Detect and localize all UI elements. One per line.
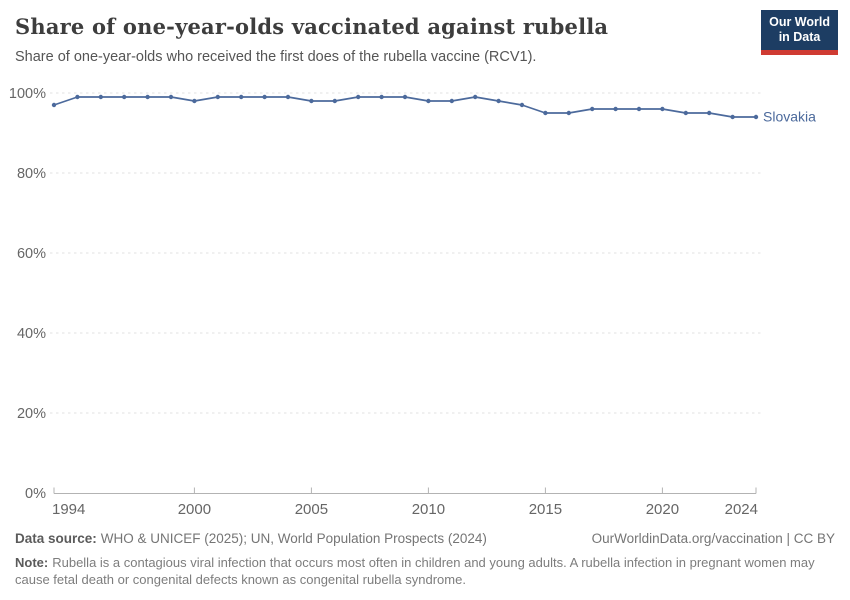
data-point[interactable]: [566, 110, 571, 116]
slovakia-line[interactable]: [53, 96, 757, 118]
data-point[interactable]: [262, 94, 267, 100]
data-point[interactable]: [660, 106, 665, 112]
page-title: Share of one-year-olds vaccinated agains…: [15, 14, 609, 39]
note-label: Note:: [15, 555, 49, 570]
series-end-label[interactable]: Slovakia: [763, 109, 816, 125]
data-point[interactable]: [519, 102, 525, 108]
data-source-text: WHO & UNICEF (2025); UN, World Populatio…: [100, 531, 487, 546]
x-axis-tick-label: 2000: [178, 501, 211, 518]
data-point[interactable]: [145, 94, 150, 100]
data-point[interactable]: [496, 98, 501, 104]
chart-header: Share of one-year-olds vaccinated agains…: [15, 14, 835, 65]
data-point[interactable]: [636, 106, 642, 112]
data-point[interactable]: [426, 98, 431, 104]
data-source-label: Data source:: [15, 531, 97, 546]
data-point[interactable]: [122, 94, 127, 100]
chart-area: 0% 20% 40% 60% 80% 100% 1994 2000 2005 2010 2015 20…: [0, 78, 850, 528]
y-axis-tick-label: 80%: [17, 166, 46, 182]
data-point[interactable]: [402, 94, 408, 100]
data-point[interactable]: [753, 114, 759, 120]
chart-footer: Data source: WHO & UNICEF (2025); UN, Wor…: [15, 531, 835, 589]
data-point[interactable]: [192, 98, 197, 104]
x-axis-tick-label: 2015: [529, 501, 562, 518]
attribution: OurWorldinData.org/vaccination | CC BY: [591, 531, 835, 546]
x-axis-tick-label: 1994: [52, 501, 85, 518]
y-axis-tick-label: 0%: [25, 486, 46, 502]
y-axis-tick-label: 100%: [9, 86, 46, 102]
owid-logo-line1: Our World: [769, 15, 830, 29]
data-point[interactable]: [285, 94, 291, 100]
y-axis-tick-label: 20%: [17, 406, 46, 422]
data-point[interactable]: [379, 94, 384, 100]
x-axis-tick-label: 2010: [412, 501, 445, 518]
data-point[interactable]: [590, 106, 595, 112]
x-axis-tick-label: 2005: [295, 501, 328, 518]
data-point[interactable]: [75, 94, 80, 100]
data-point[interactable]: [613, 106, 618, 112]
data-point[interactable]: [473, 94, 478, 100]
owid-logo[interactable]: Our World in Data: [761, 10, 838, 55]
data-point[interactable]: [356, 94, 361, 100]
data-point[interactable]: [730, 114, 735, 120]
data-point[interactable]: [168, 94, 174, 100]
owid-logo-line2: in Data: [778, 30, 821, 44]
data-point[interactable]: [332, 98, 337, 104]
note-text: Rubella is a contagious viral infection …: [15, 555, 815, 587]
data-point[interactable]: [543, 110, 548, 116]
data-point[interactable]: [239, 94, 244, 100]
data-source: Data source: WHO & UNICEF (2025); UN, Wor…: [15, 531, 487, 546]
data-point[interactable]: [707, 110, 712, 116]
y-axis-tick-label: 60%: [17, 246, 46, 262]
data-point[interactable]: [309, 98, 314, 104]
line-chart-canvas[interactable]: 0% 20% 40% 60% 80% 100% 1994 2000 2005 2010 2015 20…: [0, 78, 850, 523]
data-point[interactable]: [683, 110, 688, 116]
x-axis-tick-label: 2020: [646, 501, 679, 518]
data-point[interactable]: [215, 94, 220, 100]
data-point[interactable]: [51, 102, 57, 108]
y-axis-tick-label: 40%: [17, 326, 46, 342]
data-point[interactable]: [449, 98, 454, 104]
x-axis-tick-label: 2024: [725, 501, 758, 518]
chart-subtitle: Share of one-year-olds who received the …: [15, 49, 537, 65]
data-point[interactable]: [98, 94, 104, 100]
